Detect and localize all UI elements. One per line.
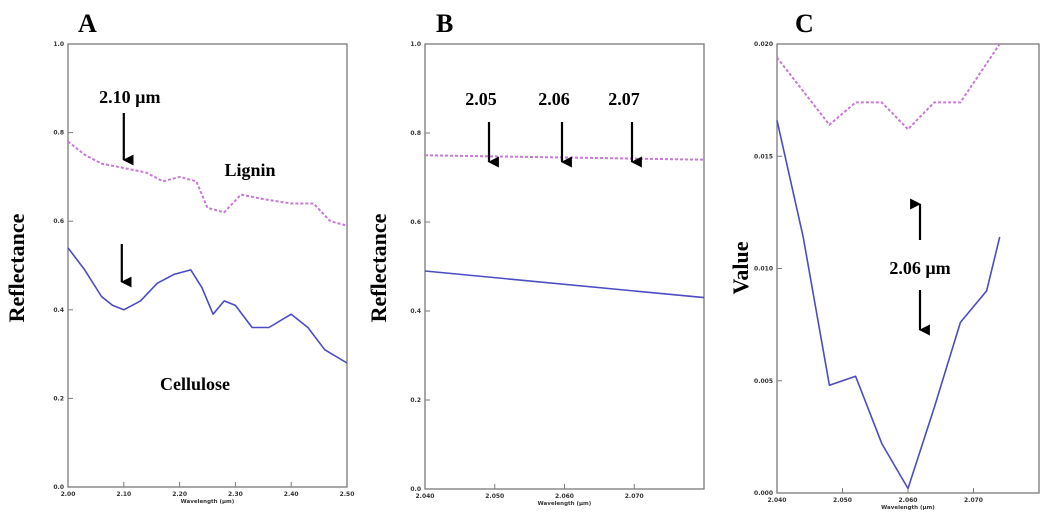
y-tick-label: 0.4 <box>53 307 64 314</box>
y-tick-label: 0.6 <box>53 218 64 225</box>
y-tick-label: 0.6 <box>410 219 421 226</box>
y-tick-label: 0.010 <box>754 266 773 273</box>
series-line-lignin <box>67 140 348 227</box>
panel-label-b: B <box>436 9 453 38</box>
annotation-cellulose: Cellulose <box>160 374 230 394</box>
x-axis-label: Wavelength (µm) <box>181 499 235 505</box>
x-tick-label: 2.050 <box>833 497 852 504</box>
y-tick-label: 0.8 <box>53 130 64 137</box>
y-tick-label: 0.0 <box>410 486 421 493</box>
y-tick-label: 1.0 <box>410 41 421 48</box>
y-tick-label: 0.2 <box>53 395 64 402</box>
annotation-wavelength: 2.07 <box>608 89 640 109</box>
x-tick-label: 2.060 <box>555 493 574 500</box>
y-tick-label: 0.005 <box>754 378 773 385</box>
y-tick-label: 1.0 <box>53 41 64 48</box>
y-axis-label: Reflectance <box>4 213 29 322</box>
series-line-cellulose <box>67 247 348 364</box>
y-tick-label: 0.020 <box>754 41 773 48</box>
x-tick-label: 2.30 <box>228 491 243 498</box>
y-axis-label: Reflectance <box>366 213 391 322</box>
y-tick-label: 0.8 <box>410 130 421 137</box>
x-tick-label: 2.50 <box>340 491 355 498</box>
series-line-lignin <box>424 154 705 161</box>
panel-a: 0.0 0.2 0.4 0.6 0.8 1.0 2.00 2.10 2.20 2.30 2.40 2.… <box>4 41 354 505</box>
annotation-lignin: Lignin <box>224 160 275 180</box>
x-axis-label: Wavelength (µm) <box>881 505 935 511</box>
x-tick-label: 2.10 <box>116 491 131 498</box>
series-line-lignin <box>776 43 1001 131</box>
annotation-2-06um: 2.06 µm <box>889 258 950 278</box>
plot-frame <box>424 43 705 490</box>
x-tick-label: 2.070 <box>625 493 644 500</box>
plot-frame <box>67 43 348 488</box>
panel-label-c: C <box>795 9 814 38</box>
x-tick-label: 2.040 <box>768 497 787 504</box>
y-tick-label: 0.2 <box>410 397 421 404</box>
series-line-cellulose <box>424 270 705 299</box>
y-axis-label: Value <box>728 241 753 294</box>
y-tick-label: 0.000 <box>754 490 773 497</box>
x-tick-label: 2.40 <box>284 491 299 498</box>
y-tick-label: 0.015 <box>754 153 773 160</box>
x-tick-label: 2.070 <box>964 497 983 504</box>
panel-c: 0.000 0.005 0.010 0.015 0.020 2.040 2.050 2.060… <box>728 41 1040 511</box>
x-tick-label: 2.040 <box>416 493 435 500</box>
annotation-wavelength: 2.05 <box>465 89 497 109</box>
panel-b: 0.0 0.2 0.4 0.6 0.8 1.0 2.040 2.050 2.060 2.070 Wa… <box>366 41 705 507</box>
x-tick-label: 2.00 <box>61 491 76 498</box>
annotation-2-10um: 2.10 µm <box>99 87 160 107</box>
series-line-cellulose <box>776 120 1001 490</box>
x-tick-label: 2.20 <box>172 491 187 498</box>
x-tick-label: 2.050 <box>485 493 504 500</box>
panel-label-a: A <box>78 9 97 38</box>
x-tick-label: 2.060 <box>899 497 918 504</box>
x-axis-label: Wavelength (µm) <box>538 501 592 507</box>
annotation-wavelength: 2.06 <box>538 89 570 109</box>
y-tick-label: 0.4 <box>410 308 421 315</box>
y-tick-label: 0.0 <box>53 484 64 491</box>
